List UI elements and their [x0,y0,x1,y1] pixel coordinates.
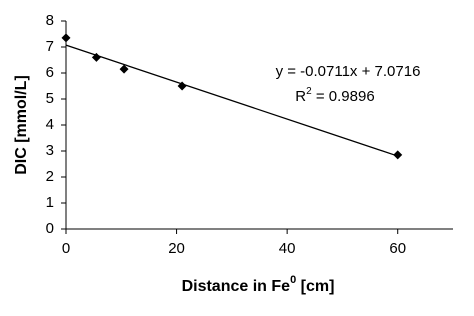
y-tick-label: 5 [46,90,54,107]
x-tick-label: 40 [279,240,296,257]
x-axis-title: Distance in Fe0 [cm] [182,274,335,295]
marker [91,52,101,62]
trendline [65,44,398,157]
y-tick-label: 4 [46,116,54,133]
trend-equation: y = -0.0711x + 7.0716 [276,63,421,80]
marker [61,33,71,43]
y-tick-label: 8 [46,12,54,29]
y-tick-label: 3 [46,142,54,159]
marker [177,81,187,91]
r-squared-base: R [295,88,306,105]
x-axis-title-main: Distance in Fe [182,278,291,295]
r-squared-rest: = 0.9896 [312,88,375,105]
y-axis-title: DIC [mmol/L] [13,75,30,175]
y-tick-label: 0 [46,220,54,237]
y-tick-label: 7 [46,38,54,55]
x-axis-title-sup: 0 [290,274,296,286]
marker [119,64,129,74]
y-tick-label: 6 [46,64,54,81]
x-tick-label: 60 [389,240,406,257]
y-tick-label: 1 [46,194,54,211]
x-axis-title-rest: [cm] [296,278,334,295]
x-tick-label: 20 [168,240,185,257]
y-tick-label: 2 [46,168,54,185]
r-squared: R2 = 0.9896 [295,86,374,105]
x-tick-label: 0 [62,240,70,257]
r-squared-sup: 2 [306,86,312,97]
marker [393,150,403,160]
